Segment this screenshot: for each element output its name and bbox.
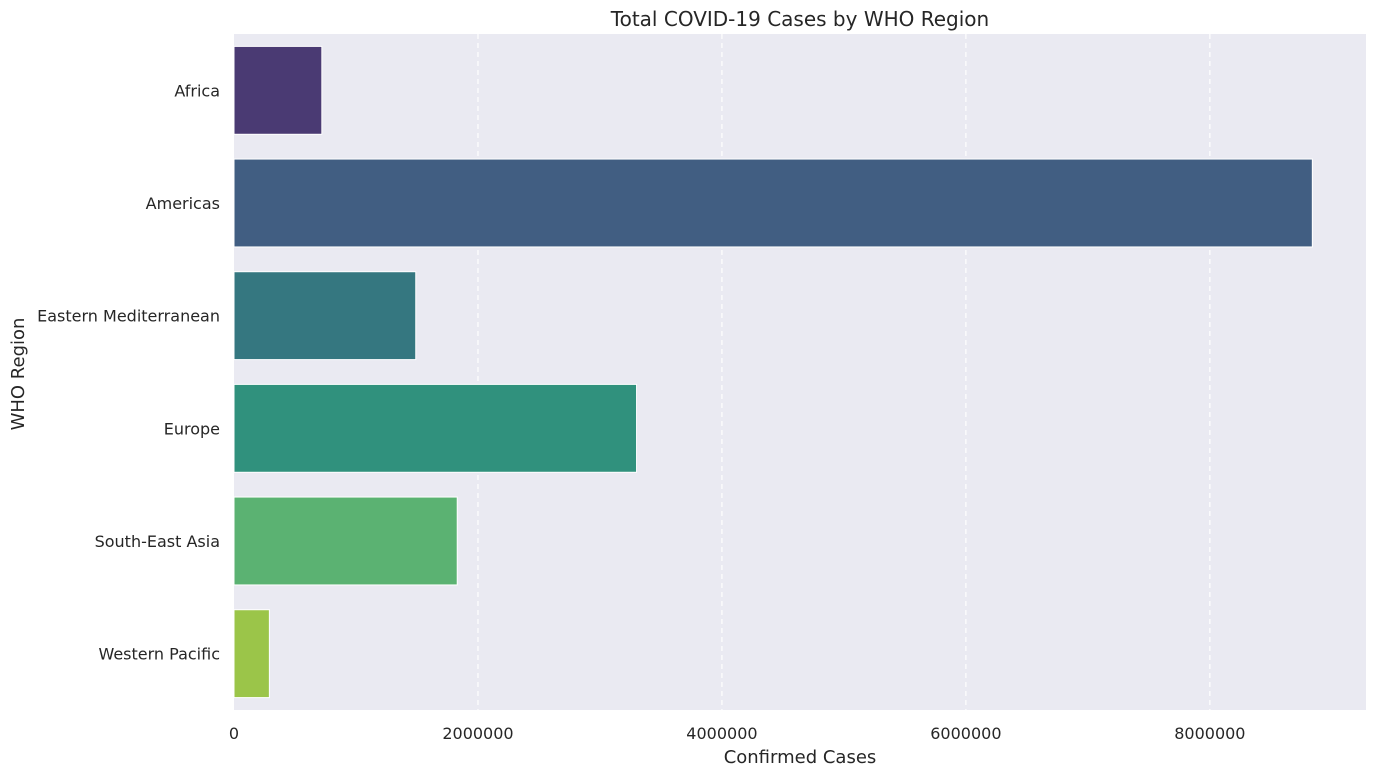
bar-western-pacific: [233, 609, 270, 699]
x-tick-labels: 0 2000000 4000000 6000000 8000000: [229, 724, 1246, 743]
bar-eastern-mediterranean: [233, 271, 417, 361]
y-tick-label: Africa: [174, 81, 220, 100]
x-tick-label: 6000000: [930, 724, 1001, 743]
plot-area: [234, 34, 1366, 710]
y-axis-label: WHO Region: [8, 318, 29, 431]
x-tick-label: 4000000: [686, 724, 757, 743]
y-tick-label: Eastern Mediterranean: [37, 307, 220, 326]
x-tick-label: 8000000: [1174, 724, 1245, 743]
bar-south-east-asia: [233, 496, 458, 586]
x-tick-label: 0: [229, 724, 239, 743]
x-tick-label: 2000000: [442, 724, 513, 743]
bar-americas: [233, 158, 1313, 248]
y-tick-labels: Africa Americas Eastern Mediterranean Europ…: [37, 81, 220, 663]
chart-title: Total COVID-19 Cases by WHO Region: [610, 7, 989, 31]
gridlines: [477, 34, 1211, 710]
y-tick-label: South-East Asia: [95, 532, 220, 551]
y-tick-label: Western Pacific: [98, 645, 220, 664]
bar-europe: [233, 383, 638, 473]
y-tick-label: Europe: [164, 419, 220, 438]
bar-africa: [233, 45, 323, 135]
x-axis-label: Confirmed Cases: [724, 747, 877, 768]
y-tick-label: Americas: [146, 194, 220, 213]
bars: [233, 45, 1313, 699]
